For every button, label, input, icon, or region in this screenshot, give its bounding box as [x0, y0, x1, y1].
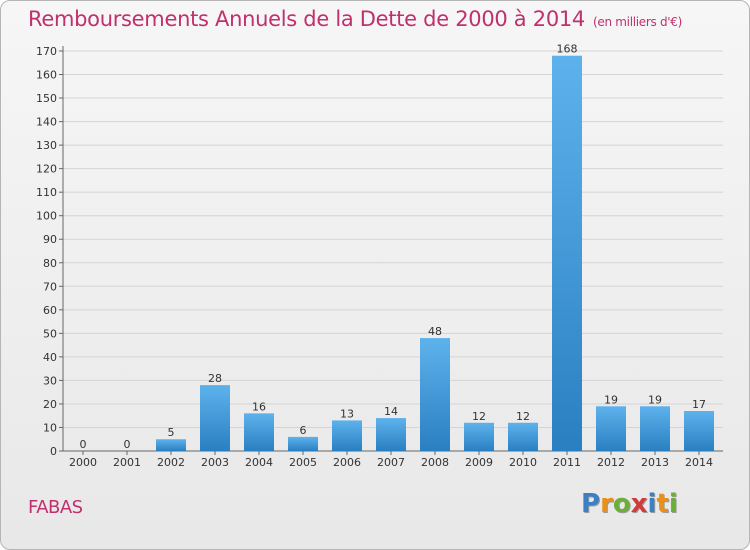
- y-tick-label: 70: [43, 280, 57, 293]
- x-tick-label: 2006: [333, 456, 361, 469]
- x-tick-label: 2009: [465, 456, 493, 469]
- x-tick-label: 2014: [685, 456, 713, 469]
- data-label: 168: [557, 43, 578, 56]
- bar: [684, 411, 714, 451]
- y-tick-label: 40: [43, 351, 57, 364]
- bar: [332, 420, 362, 451]
- logo-letter: i: [668, 489, 678, 519]
- y-tick-label: 90: [43, 233, 57, 246]
- data-label: 28: [208, 372, 222, 385]
- bar: [376, 418, 406, 451]
- logo-letter: x: [630, 489, 648, 519]
- logo-letter: o: [612, 489, 631, 519]
- x-tick-label: 2004: [245, 456, 273, 469]
- data-label: 48: [428, 325, 442, 338]
- y-tick-label: 150: [36, 92, 57, 105]
- y-tick-label: 20: [43, 398, 57, 411]
- x-tick-label: 2012: [597, 456, 625, 469]
- data-label: 12: [472, 410, 486, 423]
- proxiti-logo: Proxiti: [581, 489, 678, 519]
- data-label: 5: [168, 426, 175, 439]
- x-tick-label: 2005: [289, 456, 317, 469]
- x-tick-label: 2008: [421, 456, 449, 469]
- bar: [464, 422, 494, 451]
- x-tick-label: 2010: [509, 456, 537, 469]
- commune-name: FABAS: [28, 497, 83, 518]
- x-tick-label: 2011: [553, 456, 581, 469]
- y-tick-label: 120: [36, 163, 57, 176]
- y-tick-label: 170: [36, 45, 57, 58]
- data-label: 19: [604, 393, 618, 406]
- x-tick-label: 2002: [157, 456, 185, 469]
- data-label: 19: [648, 393, 662, 406]
- bar: [552, 55, 582, 452]
- bar: [420, 338, 450, 451]
- logo-letter: r: [600, 489, 613, 519]
- bar: [640, 406, 670, 451]
- chart-unit: (en milliers d'€): [593, 15, 683, 29]
- data-label: 12: [516, 410, 530, 423]
- chart-title-text: Remboursements Annuels de la Dette de 20…: [28, 7, 585, 31]
- chart-title: Remboursements Annuels de la Dette de 20…: [28, 7, 682, 31]
- bar: [156, 439, 186, 451]
- logo-letter: t: [656, 489, 669, 519]
- y-tick-label: 160: [36, 69, 57, 82]
- data-label: 17: [692, 398, 706, 411]
- data-label: 0: [124, 438, 131, 451]
- data-label: 0: [80, 438, 87, 451]
- y-tick-label: 60: [43, 304, 57, 317]
- y-tick-label: 30: [43, 374, 57, 387]
- data-label: 13: [340, 407, 354, 420]
- logo-letter: P: [581, 489, 601, 519]
- data-label: 6: [300, 424, 307, 437]
- y-tick-label: 140: [36, 116, 57, 129]
- x-tick-label: 2007: [377, 456, 405, 469]
- bar: [508, 422, 538, 451]
- logo-letter: i: [647, 489, 657, 519]
- bar: [200, 385, 230, 451]
- x-tick-label: 2000: [69, 456, 97, 469]
- y-tick-label: 0: [50, 445, 57, 458]
- y-tick-label: 10: [43, 421, 57, 434]
- y-tick-label: 130: [36, 139, 57, 152]
- x-tick-label: 2013: [641, 456, 669, 469]
- bar: [288, 436, 318, 451]
- y-tick-label: 100: [36, 210, 57, 223]
- y-tick-label: 80: [43, 257, 57, 270]
- y-tick-label: 110: [36, 186, 57, 199]
- x-tick-label: 2003: [201, 456, 229, 469]
- x-tick-label: 2001: [113, 456, 141, 469]
- bar: [244, 413, 274, 451]
- y-tick-label: 50: [43, 327, 57, 340]
- bar: [596, 406, 626, 451]
- data-label: 16: [252, 400, 266, 413]
- data-label: 14: [384, 405, 398, 418]
